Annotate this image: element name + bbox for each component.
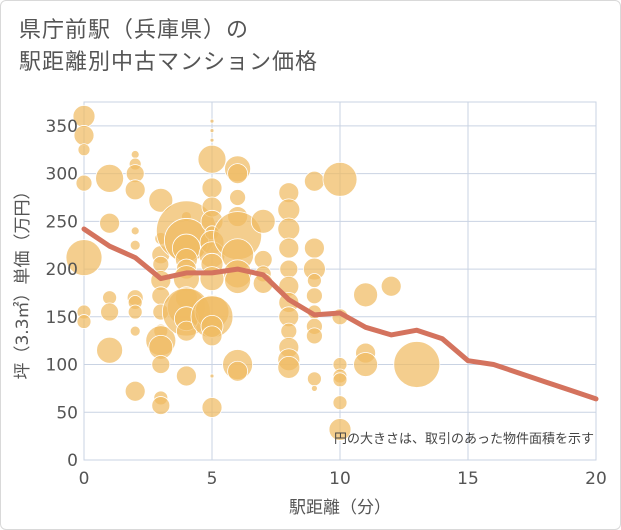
- data-bubble: [305, 287, 323, 305]
- data-bubble: [96, 336, 123, 364]
- data-bubble: [209, 118, 215, 124]
- data-bubble: [393, 341, 441, 388]
- y-tick-label: 100: [46, 356, 78, 376]
- x-tick-label: 5: [207, 469, 218, 489]
- x-tick-label: 15: [457, 469, 479, 489]
- y-tick-label: 300: [46, 165, 78, 185]
- data-bubble: [353, 352, 379, 377]
- data-bubble: [148, 187, 174, 213]
- x-axis-label: 駅距離（分）: [289, 498, 391, 518]
- trend-line: [81, 226, 599, 402]
- data-bubble: [322, 161, 358, 197]
- data-bubble: [151, 355, 171, 374]
- data-bubble: [353, 282, 379, 308]
- data-bubble: [328, 418, 352, 441]
- data-bubble: [277, 217, 301, 241]
- x-tick-label: 20: [585, 469, 607, 489]
- data-bubble: [127, 304, 143, 320]
- data-bubble: [124, 179, 146, 201]
- y-tick-label: 250: [46, 212, 78, 232]
- data-bubble: [151, 396, 171, 415]
- data-bubble: [303, 170, 325, 192]
- data-bubble: [209, 137, 215, 143]
- data-bubble: [102, 290, 117, 306]
- data-bubble: [130, 150, 140, 159]
- y-axis-label: 坪（3.3㎡）単価（万円）: [13, 182, 33, 379]
- chart-title: 県庁前駅（兵庫県）の 駅距離別中古マンション価格: [19, 15, 318, 79]
- data-bubble: [209, 128, 215, 134]
- bubble-layer: [65, 104, 441, 441]
- data-bubble: [209, 373, 215, 379]
- data-bubble: [99, 212, 120, 234]
- y-tick-label: 0: [67, 451, 78, 471]
- y-tick-label: 50: [56, 403, 78, 423]
- data-bubble: [303, 237, 325, 259]
- data-bubble: [277, 355, 301, 379]
- data-bubble: [76, 314, 92, 329]
- data-bubble: [100, 302, 119, 322]
- y-tick-label: 200: [46, 260, 78, 280]
- data-bubble: [152, 255, 170, 273]
- data-bubble: [332, 372, 348, 388]
- data-bubble: [279, 259, 299, 279]
- data-bubble: [75, 174, 93, 192]
- data-bubble: [129, 239, 141, 251]
- data-bubble: [305, 327, 323, 345]
- data-bubble: [310, 384, 318, 392]
- data-bubble: [306, 273, 322, 288]
- data-bubble: [278, 237, 300, 259]
- data-bubble: [197, 144, 227, 174]
- data-bubble: [65, 239, 103, 277]
- data-bubble: [306, 371, 322, 387]
- data-bubble: [201, 325, 223, 347]
- data-bubble: [229, 189, 247, 206]
- x-tick-label: 0: [79, 469, 90, 489]
- data-bubble: [77, 143, 91, 157]
- data-bubble: [175, 365, 197, 387]
- x-tick-label: 10: [329, 469, 351, 489]
- data-bubble: [227, 360, 249, 382]
- chart-title-line-2: 駅距離別中古マンション価格: [19, 50, 319, 75]
- data-bubble: [201, 177, 223, 199]
- trend-line-layer: [81, 226, 599, 402]
- data-bubble: [280, 322, 298, 340]
- y-tick-label: 350: [46, 117, 78, 137]
- data-bubble: [124, 380, 146, 402]
- data-bubble: [227, 163, 249, 185]
- data-bubble: [95, 163, 124, 193]
- y-tick-label: 150: [46, 308, 78, 328]
- data-bubble: [250, 208, 276, 234]
- data-bubble: [129, 325, 141, 337]
- data-bubble: [332, 395, 348, 411]
- data-bubble: [201, 397, 223, 418]
- data-bubble: [380, 275, 402, 297]
- chart-title-line-1: 県庁前駅（兵庫県）の: [19, 18, 250, 43]
- bubble-size-note: 円の大きさは、取引のあった物件面積を示す: [334, 432, 594, 447]
- data-bubble: [130, 226, 140, 236]
